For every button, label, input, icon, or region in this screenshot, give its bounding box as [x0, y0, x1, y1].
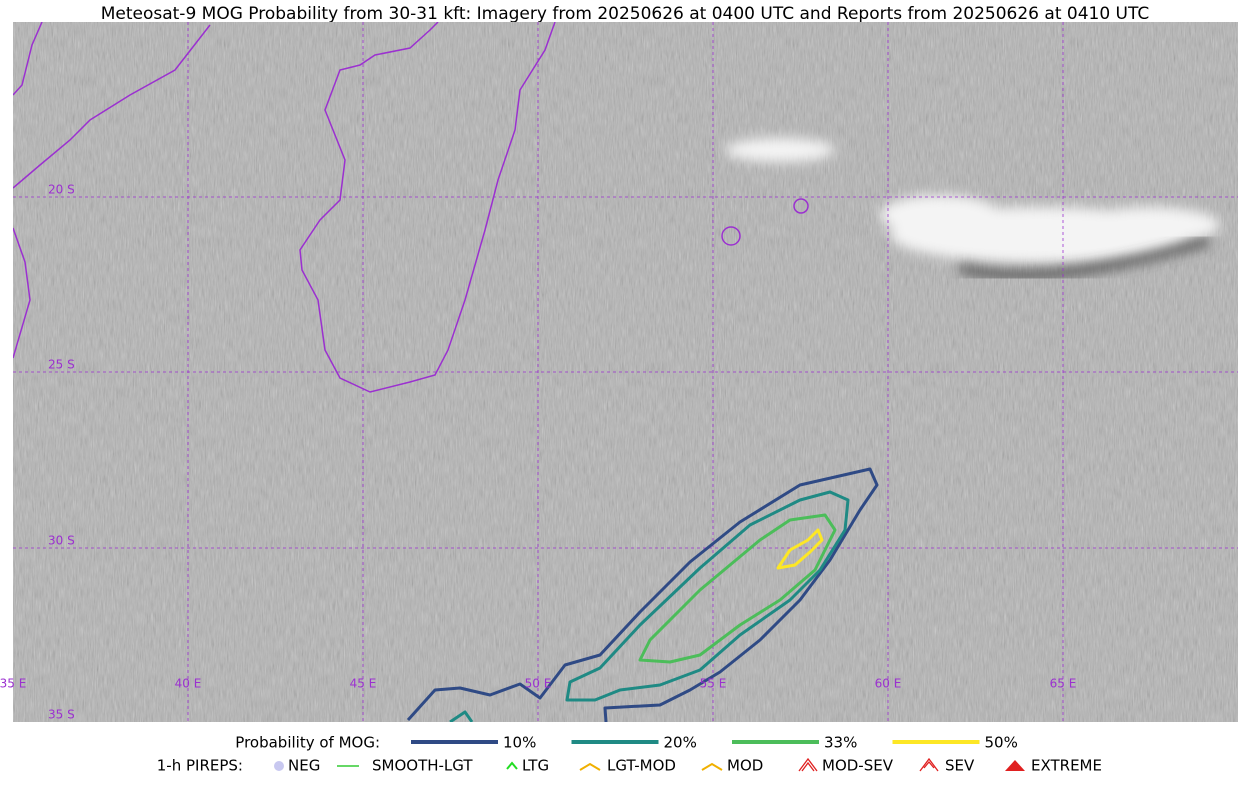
- lat-label: 30 S: [48, 534, 75, 548]
- contour-33: [638, 513, 837, 664]
- graticule-labels: 20 S 25 S 30 S 35 S 35 E 40 E 45 E 50 E 55 E 60 E…: [0, 183, 1076, 722]
- legend-title: Probability of MOG:: [235, 734, 380, 752]
- pirep-label: MOD-SEV: [822, 757, 894, 775]
- pirep-label: LTG: [522, 757, 549, 775]
- pirep-label: EXTREME: [1031, 757, 1102, 775]
- lon-label: 60 E: [875, 677, 902, 691]
- lon-label: 50 E: [525, 677, 552, 691]
- pirep-icon: [274, 761, 284, 771]
- pirep-label: LGT-MOD: [607, 757, 676, 775]
- map-title: Meteosat-9 MOG Probability from 30-31 kf…: [101, 4, 1150, 24]
- contour-20: [449, 490, 850, 722]
- contour-10: [406, 467, 879, 722]
- pirep-icon: [1005, 760, 1025, 771]
- pirep-label: SEV: [945, 757, 975, 775]
- contour-50: [776, 528, 824, 570]
- pirep-icon: [919, 757, 939, 772]
- pirep-icon: [579, 762, 601, 771]
- lon-label: 45 E: [350, 677, 377, 691]
- coastlines: [13, 22, 809, 393]
- pirep-icon: [701, 762, 723, 771]
- lat-label: 35 S: [48, 708, 75, 722]
- probability-contours: [406, 467, 879, 722]
- legend-label: 20%: [664, 734, 697, 752]
- legend-label: 33%: [824, 734, 857, 752]
- satellite-imagery: [13, 22, 1238, 722]
- legend-label: 50%: [985, 734, 1018, 752]
- lon-label: 65 E: [1050, 677, 1077, 691]
- legend-label: 10%: [503, 734, 536, 752]
- pirep-icon: [506, 761, 518, 770]
- lon-label: 55 E: [700, 677, 727, 691]
- pirep-label: MOD: [727, 757, 763, 775]
- legend-title: 1-h PIREPS:: [157, 757, 243, 775]
- pirep-icon: [798, 757, 818, 772]
- lat-label: 25 S: [48, 358, 75, 372]
- pirep-label: NEG: [288, 757, 320, 775]
- legend: Probability of MOG: 10% 20% 33% 50% 1-h PIREP…: [157, 734, 1102, 775]
- pirep-label: SMOOTH-LGT: [372, 757, 473, 775]
- lon-label: 40 E: [175, 677, 202, 691]
- graticule: [13, 22, 1238, 722]
- lat-label: 20 S: [48, 183, 75, 197]
- lon-label: 35 E: [0, 677, 26, 691]
